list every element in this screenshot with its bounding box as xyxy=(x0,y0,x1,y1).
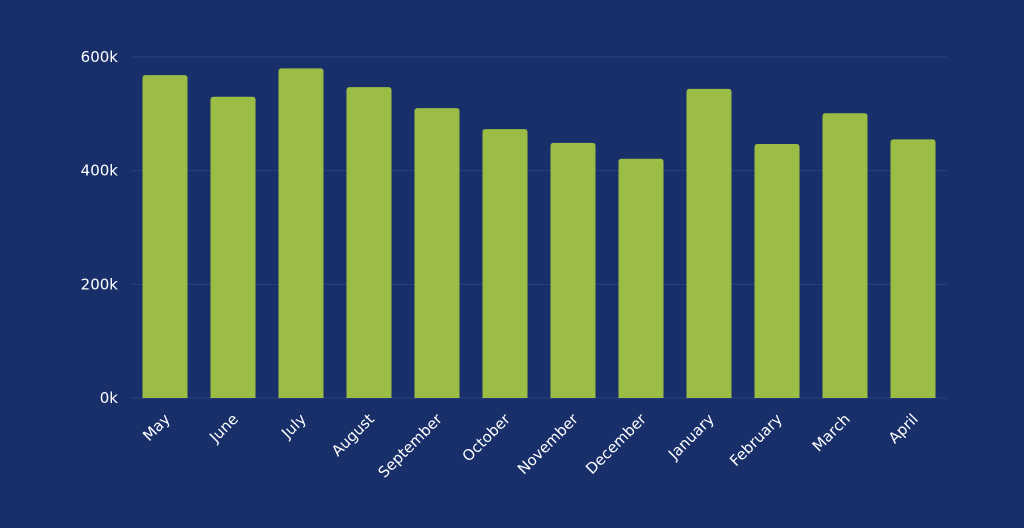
y-tick-labels: 0k 200k 400k 600k xyxy=(81,48,119,407)
y-tick-label: 200k xyxy=(81,275,119,293)
bars xyxy=(142,68,936,399)
y-tick-label: 600k xyxy=(81,48,119,66)
y-tick-label: 400k xyxy=(81,162,119,180)
y-tick-label: 0k xyxy=(100,389,119,407)
bar-april xyxy=(890,139,936,399)
bar-may xyxy=(142,75,188,398)
bar-october xyxy=(482,129,528,398)
bar-january xyxy=(686,88,732,399)
bar-december xyxy=(618,158,664,398)
bar-september xyxy=(414,108,460,399)
bar-august xyxy=(346,87,392,398)
bar-june xyxy=(210,96,256,399)
y-gridlines xyxy=(131,56,947,399)
bar-february xyxy=(754,143,800,398)
bar-november xyxy=(550,142,596,398)
bar-march xyxy=(822,113,868,398)
bar-july xyxy=(278,68,324,398)
